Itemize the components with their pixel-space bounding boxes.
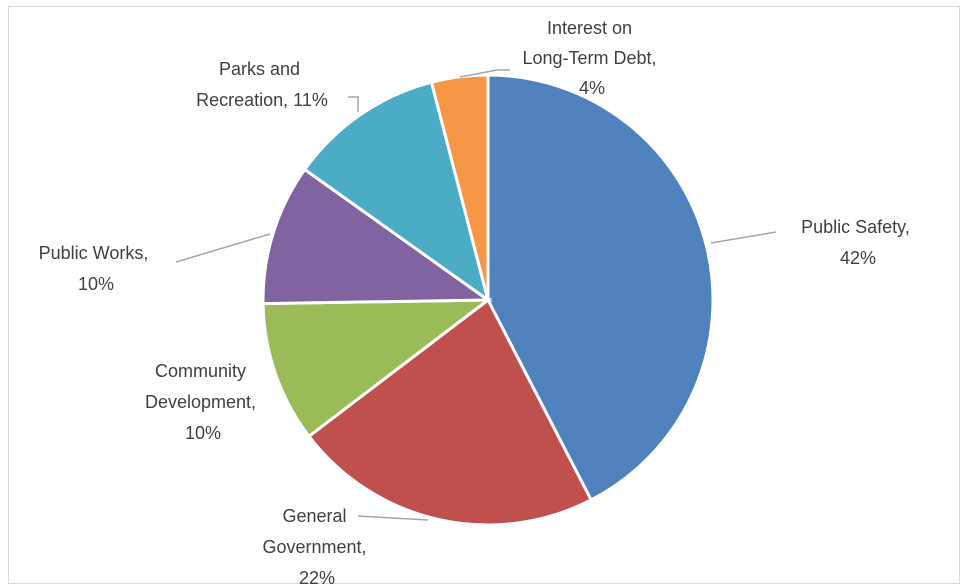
leader-lines xyxy=(175,69,777,521)
label-public-works: Public Works, 10% xyxy=(39,243,154,294)
pie-slice-parks-and-recreation xyxy=(302,80,491,304)
leader-line-general-government xyxy=(357,515,429,521)
leader-line-public-safety xyxy=(710,231,777,244)
label-interest-on-long-term-debt: Interest on Long-Term Debt, 4% xyxy=(522,18,661,98)
pie-slice-community-development xyxy=(261,298,493,439)
label-parks-and-recreation: Parks and Recreation, 11% xyxy=(196,59,328,110)
pie-slice-general-government xyxy=(306,297,594,527)
leader-line-public-works xyxy=(175,233,271,263)
label-general-government: General Government, 22% xyxy=(262,506,371,586)
label-public-safety: Public Safety, 42% xyxy=(801,217,915,268)
leader-line-interest-on-debt xyxy=(459,69,510,78)
label-community-development: Community Development, 10% xyxy=(145,361,261,443)
pie-slice-public-works xyxy=(261,167,493,306)
pie-slice-interest-on-long-term-debt xyxy=(429,73,490,301)
leader-line-parks-and-recreation xyxy=(348,96,359,112)
slice-labels: Public Safety, 42% General Government, 2… xyxy=(39,18,915,586)
pie-slice-public-safety xyxy=(486,73,715,503)
pie-slices xyxy=(261,73,715,527)
